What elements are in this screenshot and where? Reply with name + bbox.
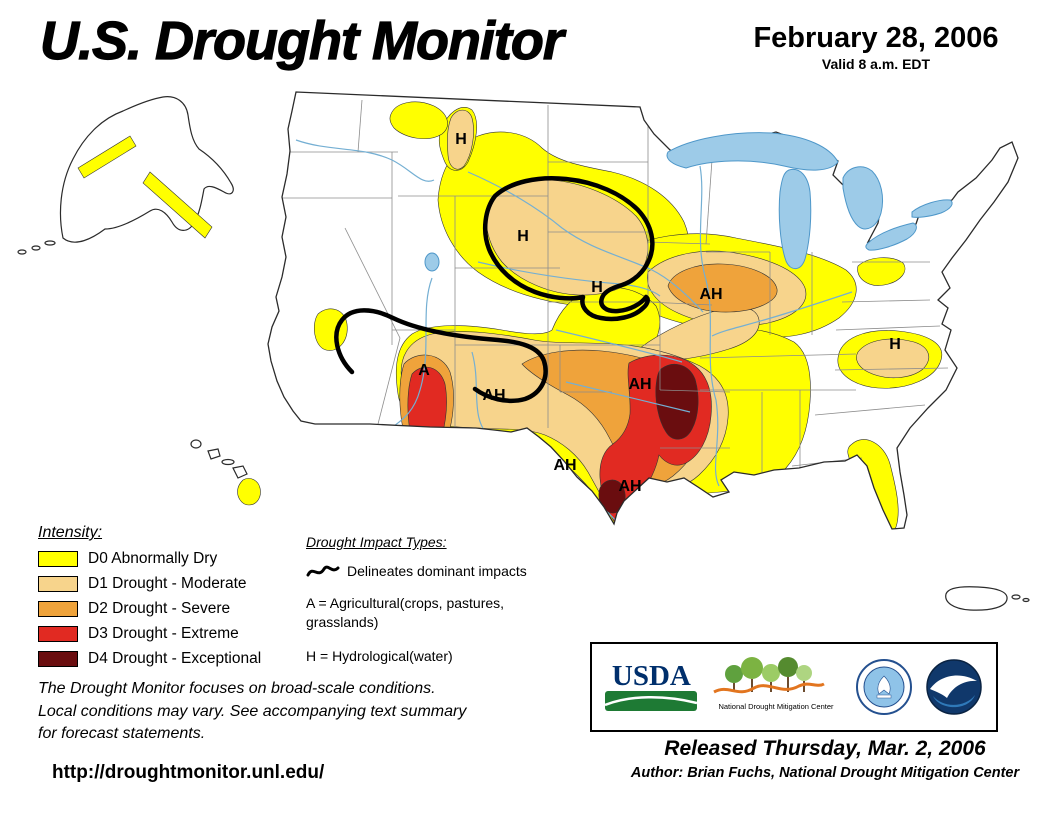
legend-heading: Intensity: [38,524,103,541]
impact-agricultural: A = Agricultural(crops, pastures, grassl… [306,595,505,630]
usda-logo-text: USDA [611,660,691,693]
lake-erie [865,222,917,251]
hawaii-inset [190,439,261,506]
legend-item-label: D2 Drought - Severe [88,600,231,617]
legend-item: D1 Drought - Moderate [38,575,261,593]
legend-item-label: D1 Drought - Moderate [88,575,247,592]
site-url[interactable]: http://droughtmonitor.unl.edu/ [52,762,325,783]
lake-huron [842,166,884,230]
great-lakes [424,132,953,272]
legend-swatch [38,576,78,592]
lake-michigan [778,168,812,270]
legend-item-label: D3 Drought - Extreme [88,625,239,642]
commerce-seal [856,659,913,715]
page-title: U.S. Drought Monitor [39,10,564,71]
map-date: February 28, 2006 [753,22,999,54]
ndmc-logo-text: National Drought Mitigation Center [718,702,834,711]
drought-d4-regions [598,363,699,514]
author: Author: Brian Fuchs, National Drought Mi… [630,765,1020,781]
disclaimer-text: The Drought Monitor focuses on broad-sca… [38,680,467,743]
intensity-legend: Intensity: D0 Abnormally Dry D1 Drought -… [38,524,261,675]
impact-types: Drought Impact Types: Delineates dominan… [306,534,576,681]
legend-item-label: D0 Abnormally Dry [88,550,218,567]
valid-time: Valid 8 a.m. EDT [821,56,931,72]
usda-logo: USDA [605,660,698,711]
ndmc-trees-icon: National Drought Mitigation Center [713,656,834,711]
great-salt-lake [424,252,440,272]
legend-item: D2 Drought - Severe [38,600,261,618]
logo-box: USDA National Drought Mitigation Center [590,642,998,732]
legend-item: D0 Abnormally Dry [38,550,261,568]
legend-item-label: D4 Drought - Exceptional [88,650,262,667]
puerto-rico-inset [945,586,1030,611]
alaska-inset [17,96,234,255]
legend-swatch [38,626,78,642]
impact-delineation-lines [334,176,655,404]
legend-swatch [38,601,78,617]
release-info: Released Thursday, Mar. 2, 2006 Author: … [600,737,1050,781]
legend-swatch [38,551,78,567]
lake-ontario [911,199,953,218]
released-date: Released Thursday, Mar. 2, 2006 [664,737,986,760]
impact-line-icon [306,565,340,577]
legend-items: D0 Abnormally Dry D1 Drought - Moderate D2… [38,550,261,668]
legend-swatch [38,651,78,667]
legend-item: D3 Drought - Extreme [38,625,261,643]
legend-item: D4 Drought - Exceptional [38,650,261,668]
impact-delineates: Delineates dominant impacts [347,563,527,579]
noaa-logo [925,659,982,715]
impact-hydrological: H = Hydrological(water) [306,647,453,664]
date-block: February 28, 2006 Valid 8 a.m. EDT [718,22,1034,72]
ndmc-logo: National Drought Mitigation Center [709,654,844,721]
lake-superior [666,132,839,171]
impact-heading: Drought Impact Types: [306,534,447,550]
usda-green-bar-icon [605,690,698,711]
